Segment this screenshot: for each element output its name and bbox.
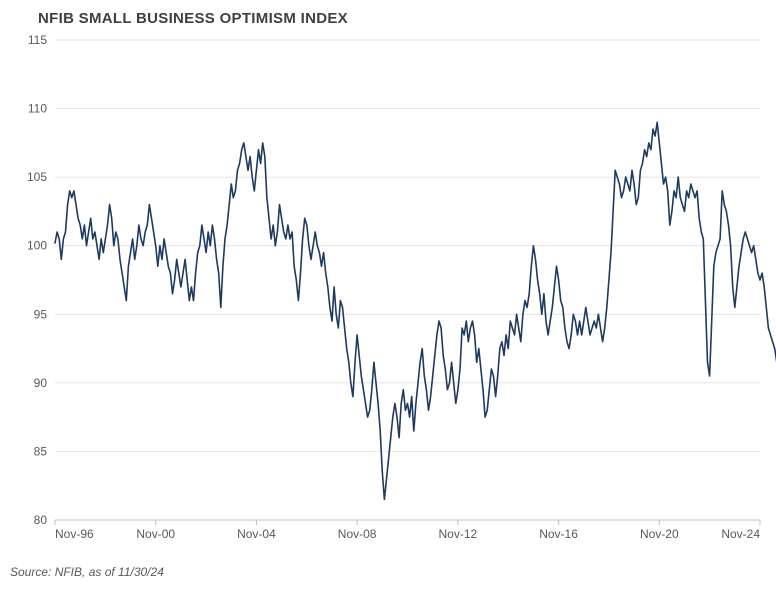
optimism-index-line	[55, 122, 776, 499]
x-tick-label: Nov-04	[237, 527, 276, 541]
x-tick-label: Nov-16	[539, 527, 578, 541]
x-tick-label: Nov-24	[721, 527, 760, 541]
y-tick-label: 110	[28, 102, 47, 116]
y-tick-label: 105	[27, 170, 47, 184]
line-chart: 80 85 90 95 100 105 110 115 Nov-96 Nov-00 Nov-04 No…	[0, 0, 776, 591]
x-tick-label: Nov-20	[640, 527, 679, 541]
y-tick-label: 80	[34, 513, 48, 527]
x-tick-label: Nov-12	[439, 527, 478, 541]
x-tick-label: Nov-96	[55, 527, 94, 541]
x-tick-label: Nov-08	[338, 527, 377, 541]
y-tick-label: 115	[28, 33, 47, 47]
y-tick-label: 85	[34, 444, 48, 458]
x-tick-label: Nov-00	[136, 527, 175, 541]
source-note: Source: NFIB, as of 11/30/24	[10, 565, 164, 579]
y-tick-label: 95	[34, 307, 48, 321]
y-tick-label: 90	[34, 376, 48, 390]
y-tick-label: 100	[27, 239, 47, 253]
chart-container: NFIB SMALL BUSINESS OPTIMISM INDEX 80859…	[0, 0, 776, 591]
